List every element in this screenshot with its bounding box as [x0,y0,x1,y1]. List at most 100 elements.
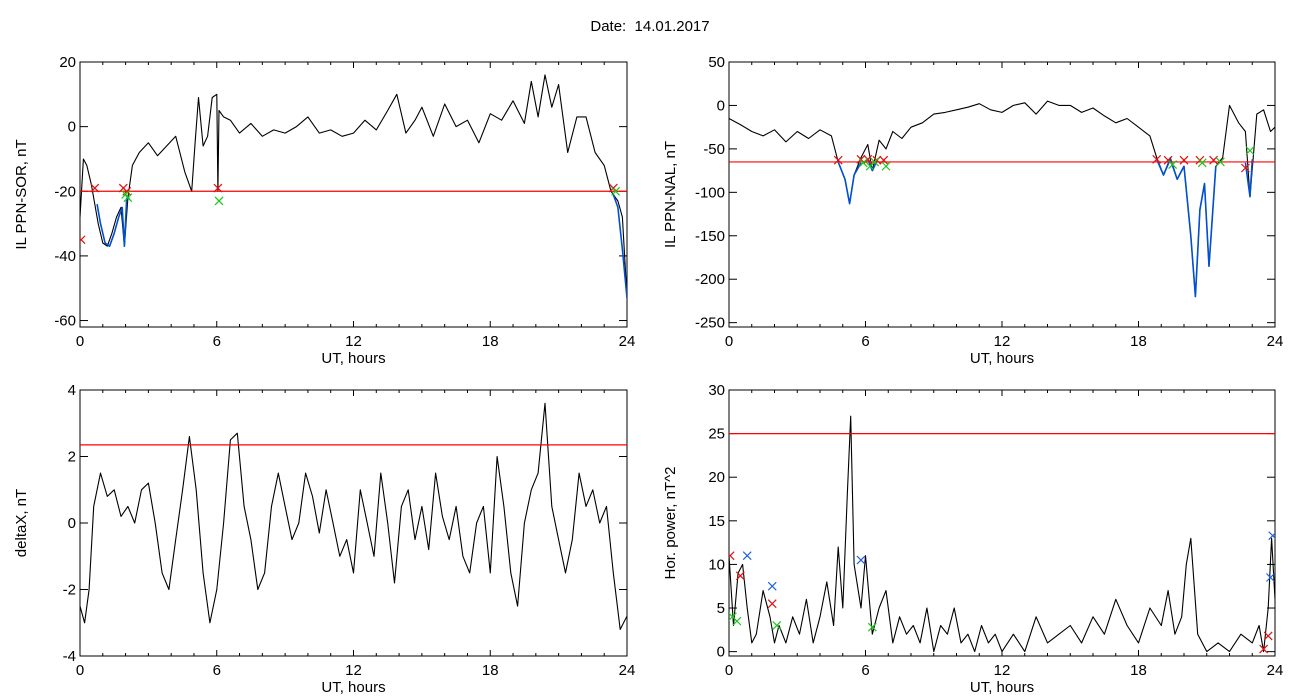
marker-stroke [1168,160,1178,169]
panel-il-nal: 0 6 12 18 24 50 0 -50 -100 -150 -200 -250 UT, hours I… [662,54,1283,367]
y-tick-label: -60 [54,313,76,330]
event-marker [858,158,868,168]
event-marker [767,599,777,609]
panel-il-sor: 0 6 12 18 24 20 0 -20 -40 -60 UT, hours IL PPN-SOR,… [13,54,635,367]
y-tick-label: 10 [708,556,725,573]
plot-area [80,402,627,630]
x-tick-label: 0 [725,333,733,350]
event-marker [1179,155,1189,165]
y-axis-label: Hor. power, nT^2 [662,467,679,580]
x-tick-label: 18 [482,333,499,350]
data-line [80,402,627,630]
marker-stroke [1152,154,1162,164]
marker-stroke [214,196,224,206]
x-tick-label: 24 [619,662,636,679]
event-marker [1266,573,1275,582]
event-marker [1245,146,1255,156]
marker-stroke [1215,157,1225,167]
marker-stroke [1263,631,1273,641]
marker-stroke [1197,158,1207,168]
marker-stroke [729,551,735,558]
y-tick-label: -20 [54,183,76,200]
event-marker [611,186,621,196]
plot-frame [728,389,1276,657]
y-tick-label: 2 [68,449,76,466]
marker-stroke [123,193,133,203]
y-tick-label: 50 [708,54,725,71]
x-tick-label: 18 [1130,333,1147,350]
y-axis-label: IL PPN-SOR, nT [13,139,30,249]
panel-deltax: 0 6 12 18 24 4 2 0 -2 -4 UT, hours deltaX, nT [13,382,635,696]
y-tick-label: 30 [708,382,725,399]
marker-stroke [863,154,873,164]
marker-stroke [121,190,131,199]
y-tick-label: -4 [63,648,76,665]
event-marker [867,622,877,632]
y-tick-label: 5 [717,600,725,617]
marker-stroke [1163,155,1173,165]
marker-stroke [1179,155,1189,165]
event-marker [1263,631,1273,641]
event-segment [837,161,862,205]
marker-stroke [213,183,223,193]
event-marker [1241,163,1250,173]
event-marker [856,555,866,565]
plot-frame [79,61,628,328]
event-marker [772,621,782,630]
event-marker [735,571,745,581]
marker-stroke [80,235,86,242]
y-axis-label: deltaX, nT [13,489,30,557]
x-tick-label: 6 [861,662,869,679]
event-marker [742,551,752,561]
y-tick-label: 20 [59,54,76,71]
marker-stroke [856,555,866,565]
marker-stroke [767,581,777,591]
y-tick-label: -40 [54,248,76,265]
x-tick-label: 6 [213,662,221,679]
y-tick-label: -100 [695,184,725,201]
x-tick-label: 6 [213,333,221,350]
x-tick-label: 12 [345,662,362,679]
event-marker [1152,154,1162,164]
marker-stroke [1259,644,1269,654]
event-marker [1268,531,1275,541]
data-line [80,74,627,298]
event-marker [1168,160,1178,169]
data-line [729,415,1275,653]
marker-stroke [856,154,866,164]
x-tick-label: 12 [994,662,1011,679]
event-marker [833,155,843,165]
event-marker [214,196,224,206]
plot-area [80,74,627,298]
x-tick-label: 12 [345,333,362,350]
event-marker [870,157,880,167]
marker-stroke [870,157,880,167]
y-tick-label: 0 [717,97,725,114]
y-tick-label: 4 [68,382,76,399]
event-segment [867,159,878,172]
marker-stroke [90,183,100,193]
plot-frame [79,389,628,657]
x-tick-label: 6 [861,333,869,350]
x-tick-label: 24 [1267,333,1284,350]
event-marker [879,155,889,165]
x-tick-label: 12 [994,333,1011,350]
plot-area [729,415,1275,654]
plot-area [729,100,1275,298]
marker-stroke [1266,573,1275,582]
y-tick-label: 25 [708,426,725,443]
x-axis-label: UT, hours [321,350,385,367]
x-tick-label: 0 [76,333,84,350]
marker-stroke [732,616,742,626]
event-segment [612,194,627,298]
y-tick-label: 20 [708,469,725,486]
marker-stroke [879,155,889,165]
y-tick-label: -50 [703,141,725,158]
marker-stroke [729,612,737,622]
x-axis-label: UT, hours [970,350,1034,367]
x-tick-label: 0 [76,662,84,679]
event-marker [881,161,891,171]
x-axis-label: UT, hours [321,679,385,696]
x-tick-label: 0 [725,662,733,679]
panel-hor-power: 0 6 12 18 24 30 25 20 15 10 5 0 UT, hours Hor. power,… [662,382,1283,696]
